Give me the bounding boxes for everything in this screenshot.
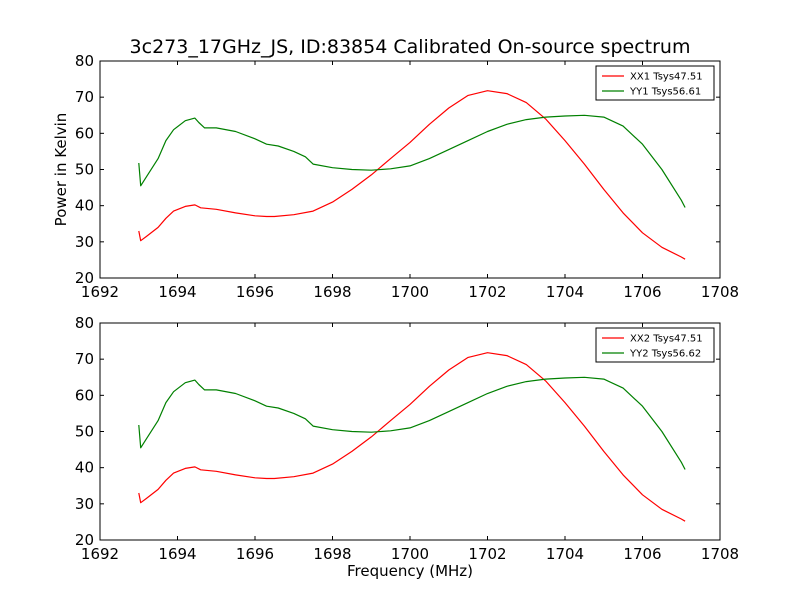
- legend-label: XX2 Tsys47.51: [630, 334, 703, 345]
- y-tick-label: 20: [75, 269, 94, 287]
- y-tick-label: 30: [75, 233, 94, 251]
- x-tick-label: 1708: [701, 545, 739, 563]
- legend-box: [595, 327, 715, 363]
- y-tick-label: 70: [75, 88, 94, 106]
- y-tick-label: 60: [75, 124, 94, 142]
- x-tick-label: 1706: [623, 283, 661, 301]
- x-tick-label: 1698: [313, 545, 351, 563]
- y-tick-label: 50: [75, 423, 94, 441]
- series-line-xx: [138, 90, 686, 260]
- legend-box: [595, 65, 715, 101]
- x-tick-label: 1700: [391, 283, 429, 301]
- x-tick-label: 1706: [623, 545, 661, 563]
- x-tick-label: 1696: [236, 545, 274, 563]
- y-axis-label: Power in Kelvin: [52, 113, 70, 227]
- chart-title: 3c273_17GHz_JS, ID:83854 Calibrated On-s…: [130, 36, 691, 58]
- y-tick-label: 30: [75, 495, 94, 513]
- legend-label: XX1 Tsys47.51: [630, 72, 703, 83]
- x-tick-label: 1708: [701, 283, 739, 301]
- x-tick-label: 1692: [81, 545, 119, 563]
- y-tick-label: 40: [75, 197, 94, 215]
- y-tick-label: 20: [75, 531, 94, 549]
- x-tick-label: 1704: [546, 283, 584, 301]
- x-tick-label: 1692: [81, 283, 119, 301]
- x-tick-label: 1696: [236, 283, 274, 301]
- legend: XX2 Tsys47.51 YY2 Tsys56.62: [595, 327, 715, 363]
- legend: XX1 Tsys47.51 YY1 Tsys56.61: [595, 65, 715, 101]
- y-tick-label: 40: [75, 459, 94, 477]
- legend-label: YY1 Tsys56.61: [629, 87, 701, 98]
- x-tick-label: 1698: [313, 283, 351, 301]
- x-axis-label: Frequency (MHz): [347, 562, 473, 580]
- x-tick-label: 1704: [546, 545, 584, 563]
- series-line-yy: [138, 376, 686, 470]
- y-tick-label: 70: [75, 350, 94, 368]
- x-tick-label: 1694: [158, 283, 196, 301]
- y-tick-label: 80: [75, 314, 94, 332]
- y-tick-label: 60: [75, 386, 94, 404]
- bottom-panel: 1692 1694 1696 1698 1700 1702 1704 1706 1708 20 30…: [75, 314, 739, 580]
- legend-label: YY2 Tsys56.62: [629, 349, 701, 360]
- y-tick-label: 50: [75, 161, 94, 179]
- x-tick-label: 1694: [158, 545, 196, 563]
- series-line-yy: [138, 114, 686, 208]
- x-tick-label: 1700: [391, 545, 429, 563]
- x-tick-label: 1702: [468, 283, 506, 301]
- top-panel: 1692 1694 1696 1698 1700 1702 1704 1706 1708 20 30…: [52, 52, 739, 301]
- series-line-xx: [138, 352, 686, 522]
- y-tick-label: 80: [75, 52, 94, 70]
- x-tick-label: 1702: [468, 545, 506, 563]
